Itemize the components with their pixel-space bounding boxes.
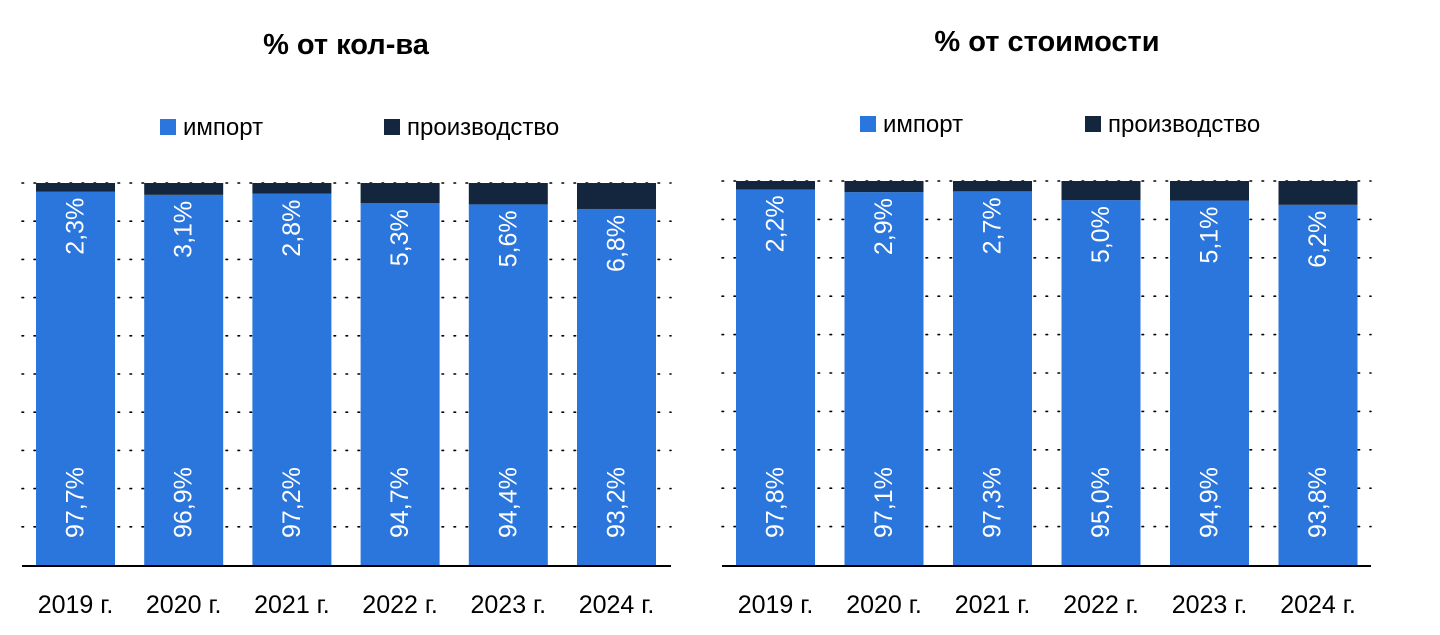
x-tick-label: 2020 г. <box>846 591 922 619</box>
data-label-import: 95,0% <box>1087 467 1115 538</box>
bar-production <box>1061 181 1141 201</box>
data-label-production: 2,2% <box>762 195 790 252</box>
bar-group-1: 97,1% 2,9% <box>844 181 924 566</box>
x-tick-label: 2021 г. <box>955 591 1031 619</box>
chart-quantity: % от кол-ва импорт производство 97,7% 2,3% 20… <box>21 29 672 619</box>
bar-production <box>468 183 548 205</box>
bar-import <box>36 191 115 565</box>
bar-import <box>953 191 1032 566</box>
bar-production <box>252 183 332 194</box>
data-label-import: 97,8% <box>762 467 790 538</box>
chart-title: % от стоимости <box>934 26 1159 58</box>
bar-production <box>360 183 440 204</box>
bar-import <box>1278 204 1358 566</box>
data-label-import: 93,8% <box>1304 467 1332 538</box>
data-label-import: 94,9% <box>1196 467 1224 538</box>
legend-swatch <box>384 119 400 135</box>
data-label-production: 5,1% <box>1196 207 1224 264</box>
chart-value: % от стоимости импорт производство 97,8% 2,2… <box>721 26 1372 619</box>
data-label-production: 5,6% <box>494 210 522 267</box>
bar-import <box>844 192 924 566</box>
bar-import <box>1170 200 1249 566</box>
x-tick-label: 2019 г. <box>738 591 814 619</box>
data-label-production: 2,7% <box>979 197 1007 254</box>
legend-label: производство <box>407 114 559 141</box>
bar-import <box>144 194 224 566</box>
data-label-production: 6,8% <box>603 215 631 272</box>
data-label-production: 2,8% <box>278 200 306 257</box>
bar-production <box>844 181 924 193</box>
bar-import <box>252 193 332 566</box>
x-tick-label: 2023 г. <box>471 591 547 619</box>
bar-group-2: 97,2% 2,8% <box>252 183 332 566</box>
bar-group-3: 94,7% 5,3% <box>360 183 440 565</box>
legend-label: импорт <box>883 111 963 138</box>
bar-production <box>36 183 115 192</box>
x-tick-label: 2019 г. <box>38 591 114 619</box>
bar-import <box>736 189 815 565</box>
legend-label: производство <box>1108 111 1260 138</box>
bar-group-0: 97,7% 2,3% <box>36 183 115 565</box>
data-label-production: 2,9% <box>870 198 898 255</box>
chart-title: % от кол-ва <box>263 29 430 61</box>
bar-production <box>1278 181 1358 205</box>
bar-group-5: 93,8% 6,2% <box>1278 181 1358 566</box>
legend-swatch <box>1085 116 1101 132</box>
bar-production <box>736 181 815 190</box>
data-label-production: 2,3% <box>62 198 90 255</box>
bar-group-3: 95,0% 5,0% <box>1061 181 1141 565</box>
data-label-import: 97,3% <box>979 467 1007 538</box>
bar-production <box>577 183 656 209</box>
bar-production <box>144 183 224 195</box>
data-label-import: 93,2% <box>603 467 631 538</box>
data-label-import: 97,1% <box>870 467 898 538</box>
legend-item-production: производство <box>1085 111 1260 138</box>
data-label-production: 3,1% <box>170 201 198 258</box>
x-tick-label: 2024 г. <box>579 591 655 619</box>
bar-import <box>1061 200 1141 565</box>
data-label-production: 6,2% <box>1304 211 1332 268</box>
bar-group-2: 97,3% 2,7% <box>953 181 1032 566</box>
data-label-import: 97,7% <box>62 467 90 538</box>
bar-group-1: 96,9% 3,1% <box>144 183 224 566</box>
bar-production <box>953 181 1032 192</box>
legend-swatch <box>860 116 876 132</box>
legend-item-import: импорт <box>160 114 263 141</box>
bar-import <box>577 208 656 565</box>
x-tick-label: 2021 г. <box>254 591 330 619</box>
bar-import <box>468 204 548 565</box>
data-label-import: 94,7% <box>386 467 414 538</box>
bar-production <box>1170 181 1249 201</box>
x-tick-label: 2022 г. <box>362 591 438 619</box>
legend-swatch <box>160 119 176 135</box>
bar-group-5: 93,2% 6,8% <box>577 183 656 565</box>
data-label-import: 96,9% <box>170 467 198 538</box>
x-tick-label: 2023 г. <box>1172 591 1248 619</box>
bar-group-0: 97,8% 2,2% <box>736 181 815 565</box>
legend-item-import: импорт <box>860 111 963 138</box>
x-tick-label: 2022 г. <box>1063 591 1139 619</box>
data-label-import: 97,2% <box>278 467 306 538</box>
legend-item-production: производство <box>384 114 559 141</box>
data-label-production: 5,0% <box>1087 206 1115 263</box>
bar-group-4: 94,9% 5,1% <box>1170 181 1249 566</box>
data-label-production: 5,3% <box>386 209 414 266</box>
bar-import <box>360 203 440 565</box>
bar-group-4: 94,4% 5,6% <box>468 183 548 565</box>
legend-label: импорт <box>183 114 263 141</box>
x-tick-label: 2020 г. <box>146 591 222 619</box>
data-label-import: 94,4% <box>494 467 522 538</box>
x-tick-label: 2024 г. <box>1280 591 1356 619</box>
